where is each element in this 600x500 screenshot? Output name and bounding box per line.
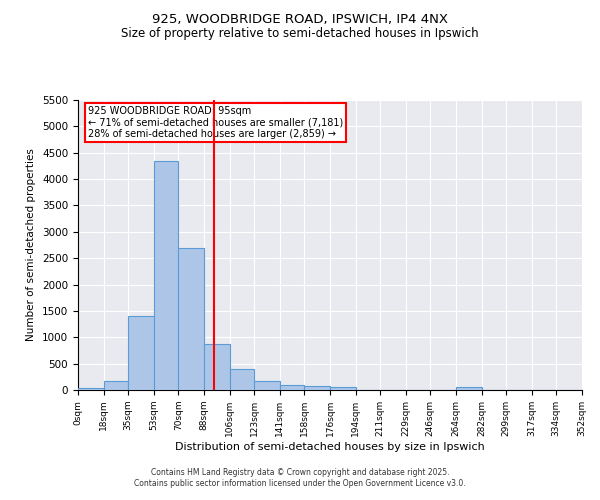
Bar: [304, 386, 330, 390]
Bar: [154, 160, 178, 390]
X-axis label: Distribution of semi-detached houses by size in Ipswich: Distribution of semi-detached houses by …: [175, 442, 485, 452]
Bar: [178, 248, 204, 390]
Bar: [330, 388, 356, 390]
Bar: [204, 344, 230, 390]
Bar: [104, 381, 128, 390]
Bar: [128, 316, 154, 390]
Text: Size of property relative to semi-detached houses in Ipswich: Size of property relative to semi-detach…: [121, 28, 479, 40]
Y-axis label: Number of semi-detached properties: Number of semi-detached properties: [26, 148, 37, 342]
Text: 925 WOODBRIDGE ROAD: 95sqm
← 71% of semi-detached houses are smaller (7,181)
28%: 925 WOODBRIDGE ROAD: 95sqm ← 71% of semi…: [88, 106, 343, 139]
Text: 925, WOODBRIDGE ROAD, IPSWICH, IP4 4NX: 925, WOODBRIDGE ROAD, IPSWICH, IP4 4NX: [152, 12, 448, 26]
Bar: [254, 381, 280, 390]
Text: Contains HM Land Registry data © Crown copyright and database right 2025.
Contai: Contains HM Land Registry data © Crown c…: [134, 468, 466, 487]
Bar: [230, 369, 254, 390]
Bar: [456, 388, 482, 390]
Bar: [280, 384, 304, 390]
Bar: [78, 388, 104, 390]
